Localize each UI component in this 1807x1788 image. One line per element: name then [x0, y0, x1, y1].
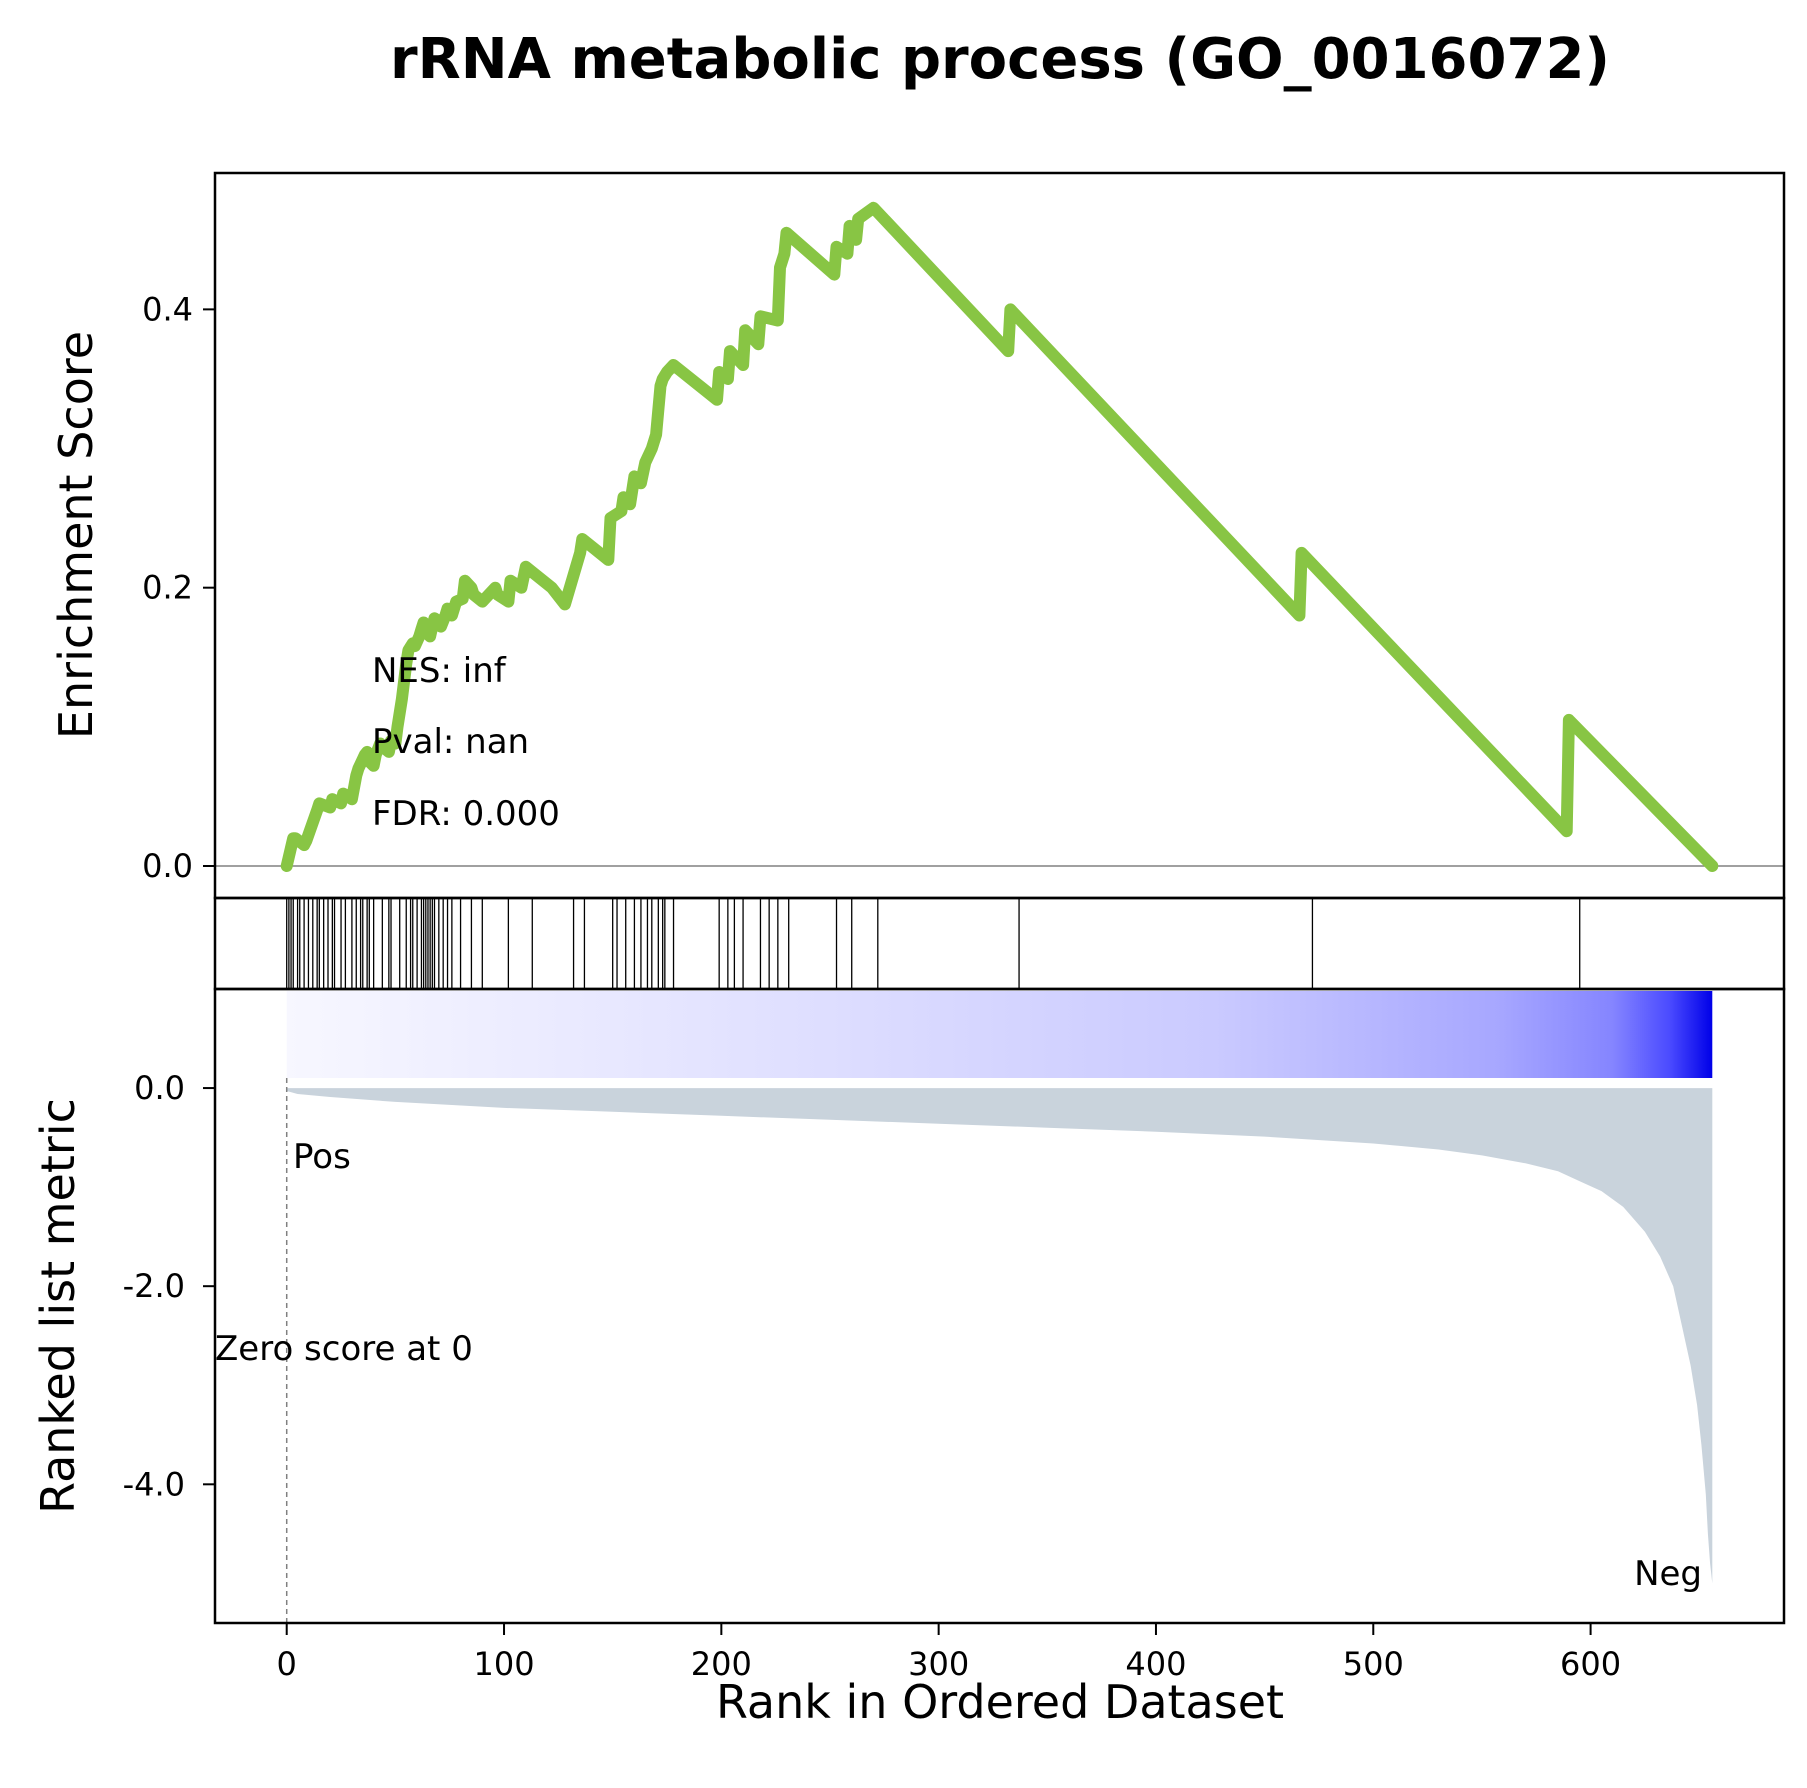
enrichment-score-line — [280, 201, 1719, 872]
pos-label: Pos — [293, 1137, 351, 1177]
metric-y-tick-label: 0.0 — [134, 1069, 185, 1107]
zero-score-label: Zero score at 0 — [215, 1329, 473, 1369]
enrichment-y-tick-label: 0.2 — [142, 569, 193, 607]
metric-ylabel: Ranked list metric — [31, 1098, 85, 1514]
metric-axes-frame — [213, 987, 1786, 1625]
x-tick-label: 0 — [277, 1645, 297, 1683]
hits-axes-frame — [213, 896, 1786, 991]
neg-label: Neg — [1634, 1554, 1702, 1594]
rank-colorbar — [286, 991, 1713, 1078]
pval-annotation: Pval: nan — [372, 722, 529, 762]
metric-y-tick-label: -2.0 — [123, 1267, 185, 1305]
x-axis-label: Rank in Ordered Dataset — [716, 1675, 1284, 1729]
enrichment-y-tick-label: 0.0 — [142, 847, 193, 885]
enrichment-y-tick-label: 0.4 — [142, 290, 193, 328]
nes-annotation: NES: inf — [372, 651, 507, 691]
enrichment-panel: 0.0 0.2 0.4 Enrichment Score NES: inf Pval… — [49, 171, 1786, 900]
x-tick-label: 400 — [1125, 1645, 1186, 1683]
metric-panel: 0.0-2.0-4.0 0 100 200 300 400 500 600 Pos Neg … — [31, 987, 1786, 1729]
enrichment-ylabel: Enrichment Score — [49, 331, 103, 739]
x-tick-label: 600 — [1560, 1645, 1621, 1683]
chart-title: rRNA metabolic process (GO_0016072) — [390, 27, 1610, 92]
fdr-annotation: FDR: 0.000 — [372, 794, 560, 834]
x-tick-label: 500 — [1343, 1645, 1404, 1683]
x-tick-label: 300 — [908, 1645, 969, 1683]
enrichment-axes-frame — [213, 171, 1786, 900]
metric-y-tick-label: -4.0 — [123, 1465, 185, 1503]
hits-panel — [213, 896, 1786, 991]
x-tick-label: 100 — [473, 1645, 534, 1683]
ranked-metric-area — [286, 1088, 1713, 1584]
x-tick-label: 200 — [691, 1645, 752, 1683]
